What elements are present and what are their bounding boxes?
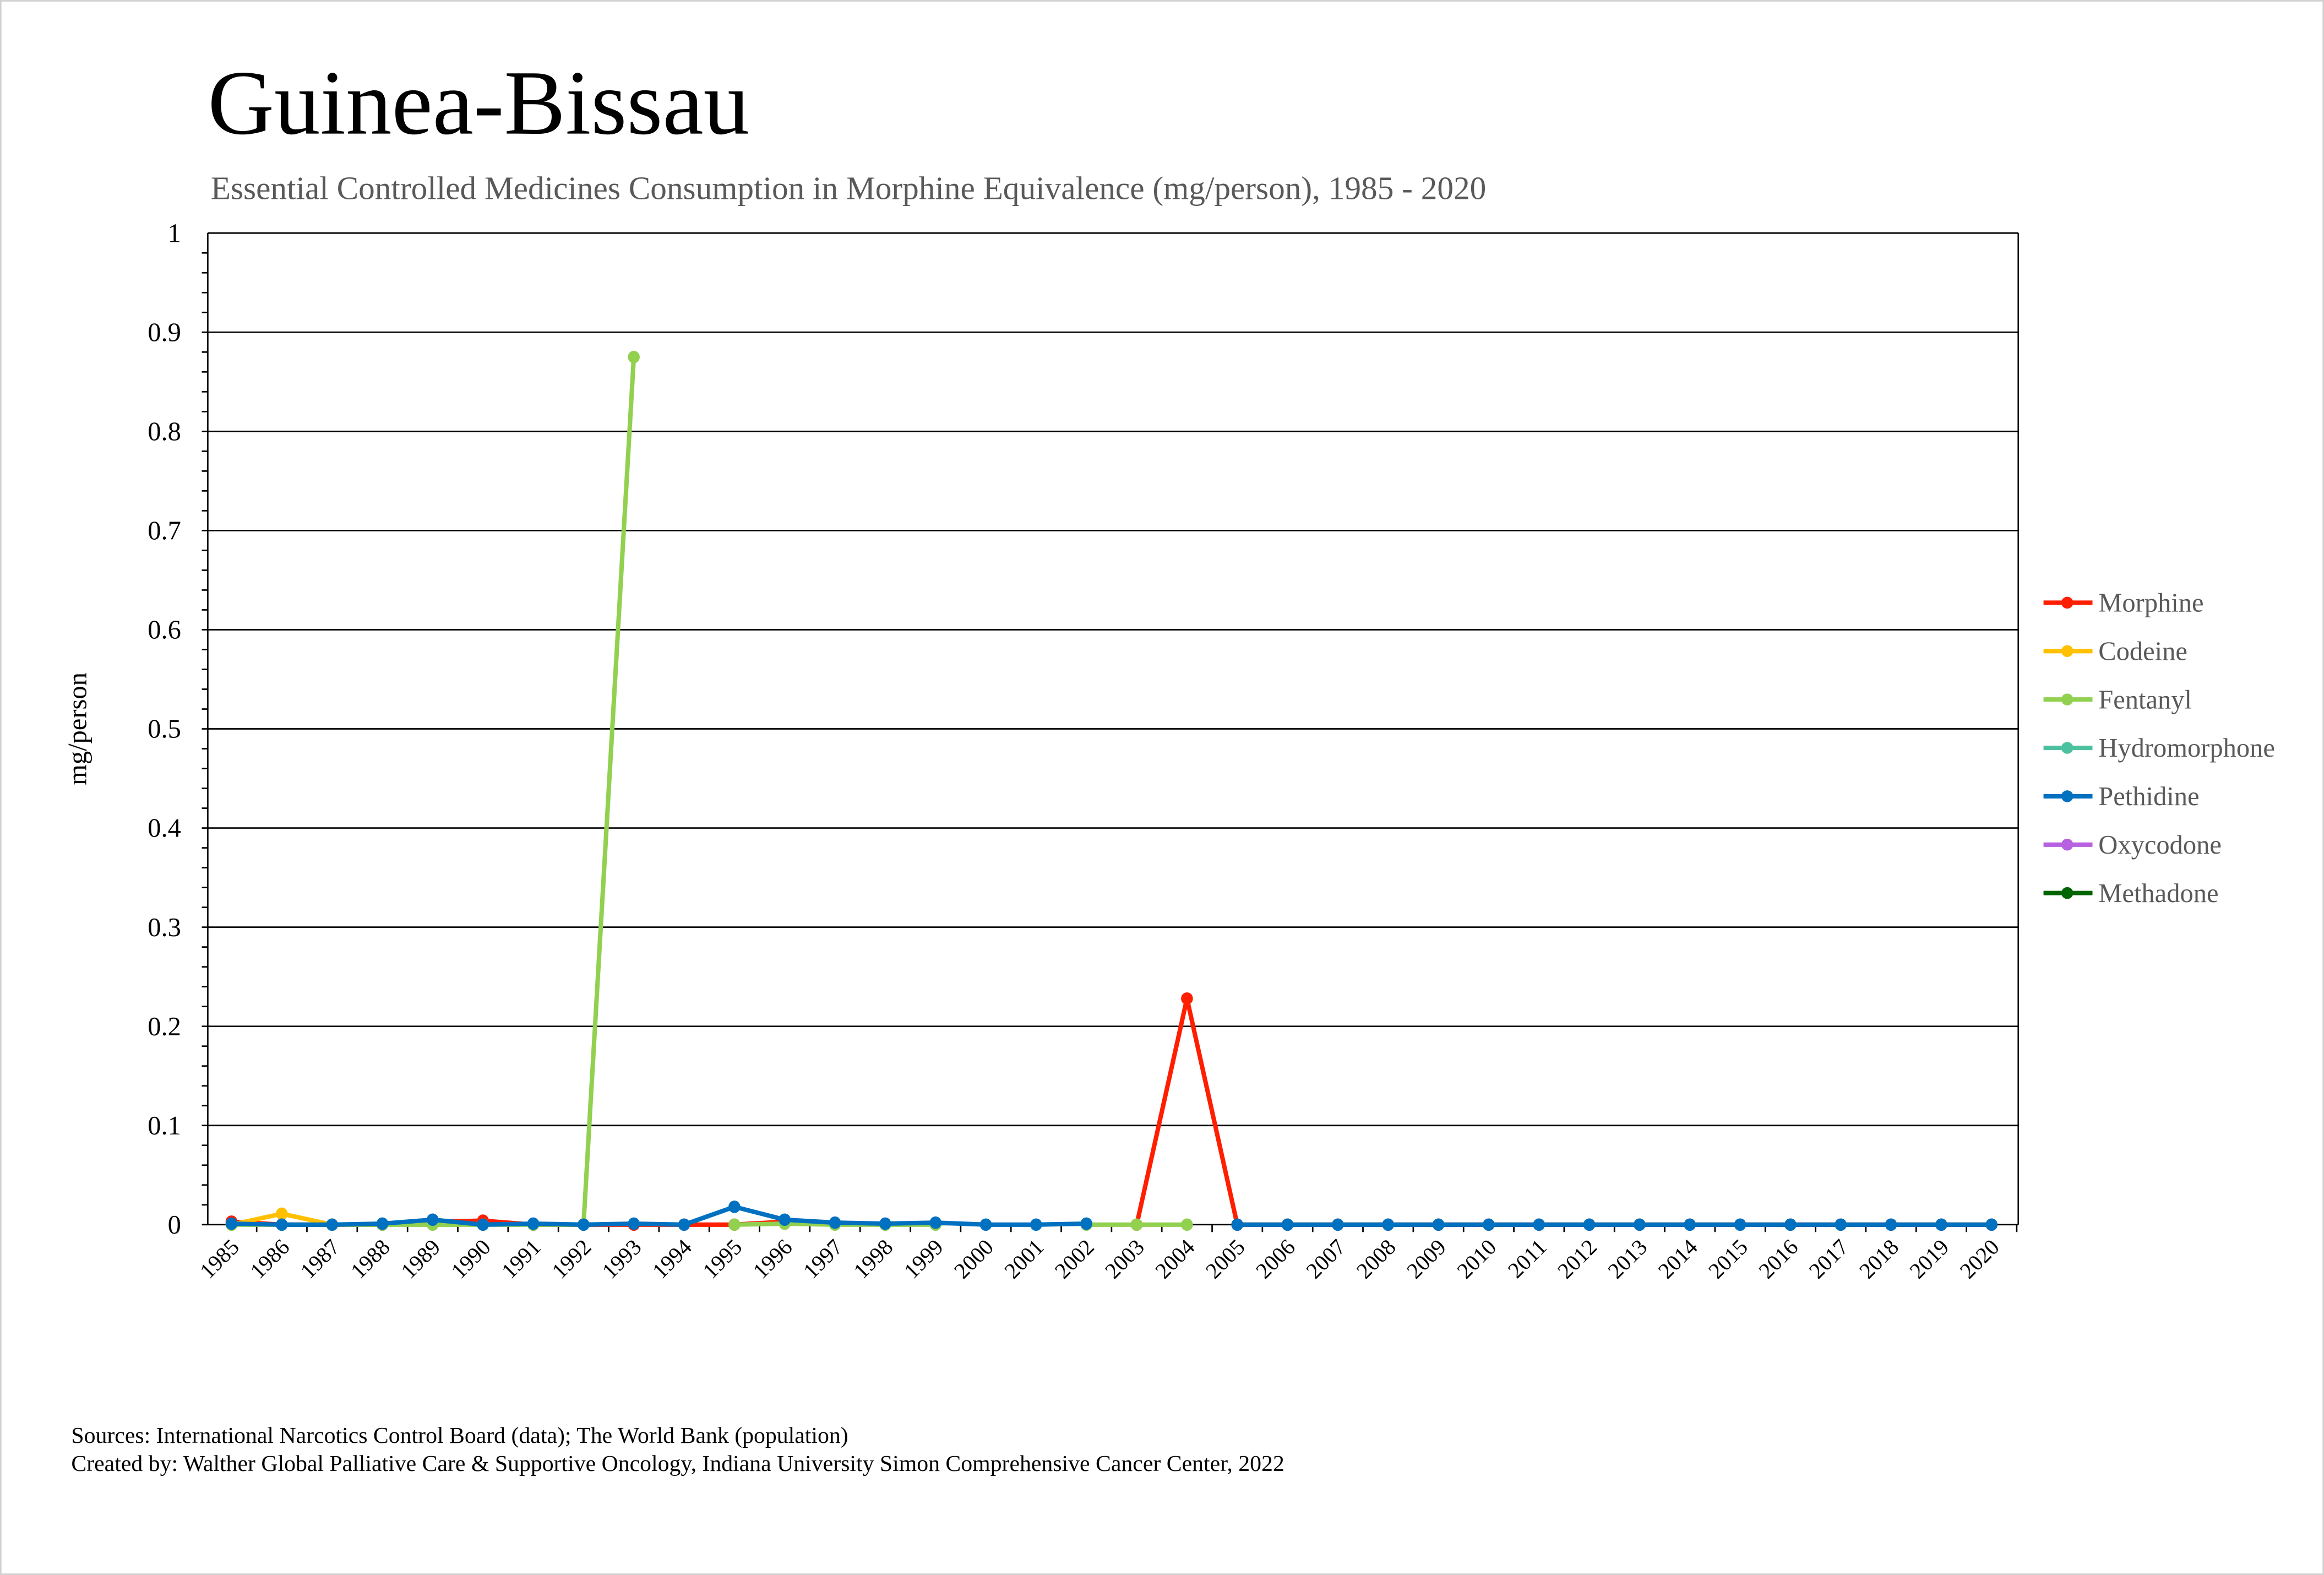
legend-marker-codeine [2061, 645, 2073, 658]
y-tick-label: 0 [168, 1210, 181, 1240]
data-point-codeine [276, 1207, 288, 1220]
y-tick-label: 0.7 [148, 517, 181, 546]
legend-label: Oxycodone [2098, 830, 2222, 860]
data-point-pethidine [1382, 1218, 1394, 1231]
legend-label: Hydromorphone [2098, 734, 2275, 763]
data-point-pethidine [1281, 1218, 1294, 1231]
data-point-pethidine [1784, 1218, 1797, 1231]
data-point-pethidine [276, 1218, 288, 1231]
legend-label: Codeine [2098, 637, 2187, 666]
series-line-pethidine [231, 1204, 1992, 1227]
y-axis-label: mg/person [63, 672, 92, 785]
data-point-pethidine [929, 1216, 941, 1229]
data-point-pethidine [225, 1217, 238, 1230]
legend-label: Pethidine [2098, 782, 2199, 811]
y-tick-label: 0.2 [148, 1012, 181, 1041]
data-point-fentanyl [1130, 1218, 1143, 1231]
legend-marker-methadone [2061, 887, 2073, 899]
data-point-pethidine [376, 1217, 389, 1230]
legend-marker-oxycodone [2061, 838, 2073, 851]
data-point-fentanyl [628, 351, 640, 363]
legend-label: Morphine [2098, 589, 2203, 618]
data-point-pethidine [1734, 1218, 1746, 1231]
data-point-pethidine [1634, 1218, 1646, 1231]
footer-created-by: Created by: Walther Global Palliative Ca… [71, 1451, 1284, 1476]
y-tick-label: 0.4 [148, 814, 181, 843]
legend-marker-fentanyl [2061, 693, 2073, 705]
chart-subtitle: Essential Controlled Medicines Consumpti… [211, 170, 1487, 206]
y-tick-label: 0.9 [148, 318, 181, 347]
data-point-pethidine [1885, 1218, 1897, 1231]
legend-marker-hydromorphone [2061, 742, 2073, 754]
y-tick-label: 0.8 [148, 417, 181, 447]
data-point-pethidine [1432, 1218, 1445, 1231]
data-point-pethidine [879, 1217, 891, 1230]
data-point-pethidine [1332, 1218, 1344, 1231]
data-point-pethidine [1080, 1217, 1092, 1230]
y-tick-label: 0.6 [148, 616, 181, 645]
y-tick-label: 0.5 [148, 715, 181, 744]
data-point-pethidine [829, 1216, 841, 1229]
data-point-pethidine [1835, 1218, 1847, 1231]
data-point-pethidine [1231, 1218, 1243, 1231]
data-point-pethidine [1583, 1218, 1596, 1231]
legend-marker-pethidine [2061, 790, 2073, 802]
data-point-pethidine [1483, 1218, 1495, 1231]
data-point-pethidine [326, 1218, 338, 1231]
data-point-pethidine [1684, 1218, 1696, 1231]
y-tick-label: 0.3 [148, 913, 181, 942]
data-point-pethidine [527, 1217, 540, 1230]
data-point-fentanyl [1181, 1218, 1193, 1231]
data-point-pethidine [578, 1218, 590, 1231]
data-point-pethidine [427, 1213, 439, 1226]
data-point-pethidine [1533, 1218, 1545, 1231]
data-point-morphine [1181, 992, 1193, 1005]
data-point-pethidine [678, 1218, 690, 1231]
data-point-pethidine [1985, 1218, 1998, 1231]
data-point-pethidine [979, 1218, 992, 1231]
data-point-pethidine [728, 1201, 741, 1213]
legend-label: Methadone [2098, 879, 2218, 908]
data-point-pethidine [779, 1213, 791, 1226]
data-point-pethidine [477, 1218, 489, 1231]
data-point-pethidine [1030, 1218, 1042, 1231]
data-point-pethidine [628, 1217, 640, 1230]
legend-marker-morphine [2061, 596, 2073, 609]
y-tick-label: 0.1 [148, 1111, 181, 1140]
chart-title: Guinea-Bissau [208, 52, 749, 154]
y-tick-label: 1 [168, 219, 181, 248]
data-point-fentanyl [728, 1218, 741, 1231]
data-point-pethidine [1935, 1218, 1947, 1231]
footer-sources: Sources: International Narcotics Control… [71, 1423, 848, 1448]
legend-label: Fentanyl [2098, 685, 2192, 714]
